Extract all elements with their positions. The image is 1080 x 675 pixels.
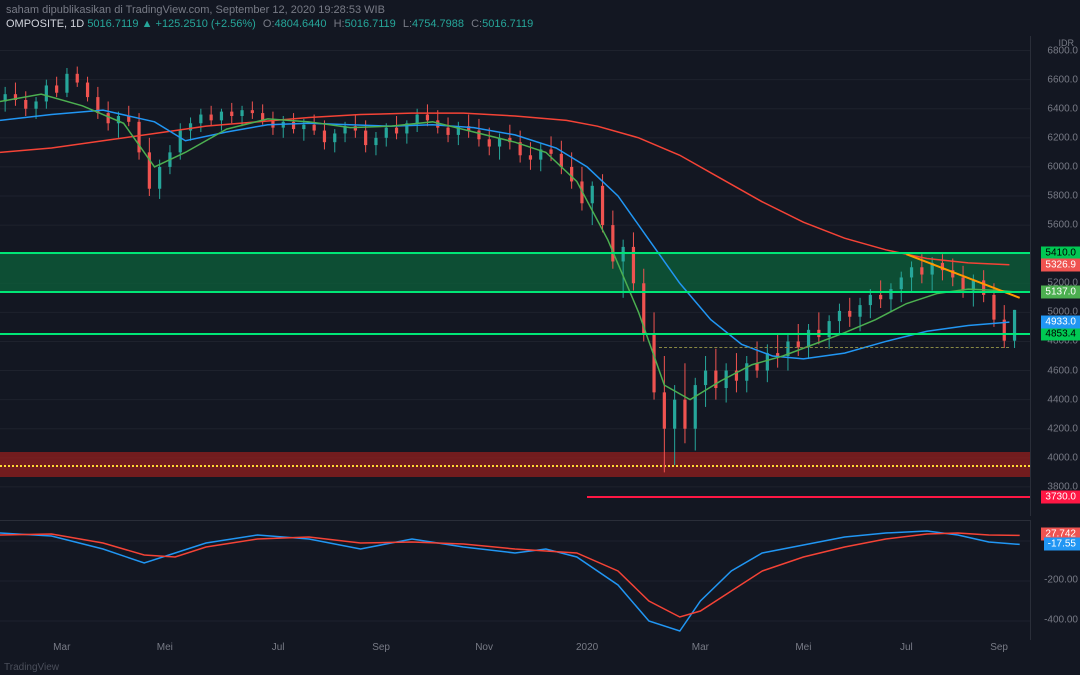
oscillator-lines xyxy=(0,521,1030,641)
price-tag: 4853.4 xyxy=(1041,327,1080,340)
c-val: 5016.7119 xyxy=(482,18,533,30)
y-tick: 6200.0 xyxy=(1047,132,1078,143)
y-tick: 4200.0 xyxy=(1047,423,1078,434)
main-chart[interactable] xyxy=(0,36,1030,516)
horizontal-level[interactable] xyxy=(0,252,1030,254)
price-tag: 5137.0 xyxy=(1041,286,1080,299)
l-label: L: xyxy=(403,18,412,30)
y-tick: 6400.0 xyxy=(1047,103,1078,114)
o-val: 4804.6440 xyxy=(275,18,327,30)
symbol-line: OMPOSITE, 1D 5016.7119 ▲ +125.2510 (+2.5… xyxy=(6,18,1074,30)
y-tick: 6000.0 xyxy=(1047,161,1078,172)
x-tick: Sep xyxy=(372,642,390,653)
change-pct: (+2.56%) xyxy=(211,18,256,30)
y-tick: 5800.0 xyxy=(1047,191,1078,202)
x-tick: Jul xyxy=(900,642,913,653)
y-axis-main[interactable]: IDR 3800.04000.04200.04400.04600.04800.0… xyxy=(1030,36,1080,516)
y-tick: 4400.0 xyxy=(1047,394,1078,405)
ma-lines-layer xyxy=(0,36,1030,516)
y-tick: 6800.0 xyxy=(1047,45,1078,56)
x-tick: Sep xyxy=(990,642,1008,653)
y-tick: 4000.0 xyxy=(1047,452,1078,463)
price-tag: 5326.9 xyxy=(1041,258,1080,271)
chart-header: saham dipublikasikan di TradingView.com,… xyxy=(0,0,1080,34)
y-axis-sub[interactable]: -400.00-200.000.00 27.742-17.55 xyxy=(1030,520,1080,640)
x-tick: Mei xyxy=(157,642,173,653)
x-tick: Mar xyxy=(53,642,70,653)
o-label: O: xyxy=(263,18,275,30)
horizontal-level[interactable] xyxy=(0,291,1030,293)
h-label: H: xyxy=(334,18,345,30)
y-tick: -400.00 xyxy=(1044,615,1078,626)
l-val: 4754.7988 xyxy=(412,18,464,30)
indicator-tag: -17.55 xyxy=(1044,537,1080,550)
horizontal-level[interactable] xyxy=(0,333,1030,335)
price-tag: 3730.0 xyxy=(1041,491,1080,504)
up-arrow-icon: ▲ xyxy=(142,18,153,30)
horizontal-level[interactable] xyxy=(587,496,1030,498)
y-tick: 6600.0 xyxy=(1047,74,1078,85)
x-tick: Mei xyxy=(795,642,811,653)
y-tick: 5600.0 xyxy=(1047,220,1078,231)
x-tick: Nov xyxy=(475,642,493,653)
publish-info: saham dipublikasikan di TradingView.com,… xyxy=(6,4,1074,16)
c-label: C: xyxy=(471,18,482,30)
x-tick: Mar xyxy=(692,642,709,653)
tradingview-watermark: TradingView xyxy=(4,662,59,673)
oscillator-chart[interactable] xyxy=(0,520,1030,640)
x-axis[interactable]: Mar Mei Jul Sep Nov 2020 Mar Mei Jul Sep xyxy=(0,640,1030,660)
symbol[interactable]: OMPOSITE, 1D xyxy=(6,18,84,30)
y-tick: -200.00 xyxy=(1044,575,1078,586)
y-tick: 4600.0 xyxy=(1047,365,1078,376)
price-tag: 5410.0 xyxy=(1041,246,1080,259)
last-price: 5016.7119 xyxy=(87,18,138,30)
dashed-support xyxy=(659,347,1009,348)
price-tag: 4933.0 xyxy=(1041,316,1080,329)
x-tick: Jul xyxy=(272,642,285,653)
change: +125.2510 xyxy=(156,18,208,30)
x-tick: 2020 xyxy=(576,642,598,653)
h-val: 5016.7119 xyxy=(345,18,396,30)
